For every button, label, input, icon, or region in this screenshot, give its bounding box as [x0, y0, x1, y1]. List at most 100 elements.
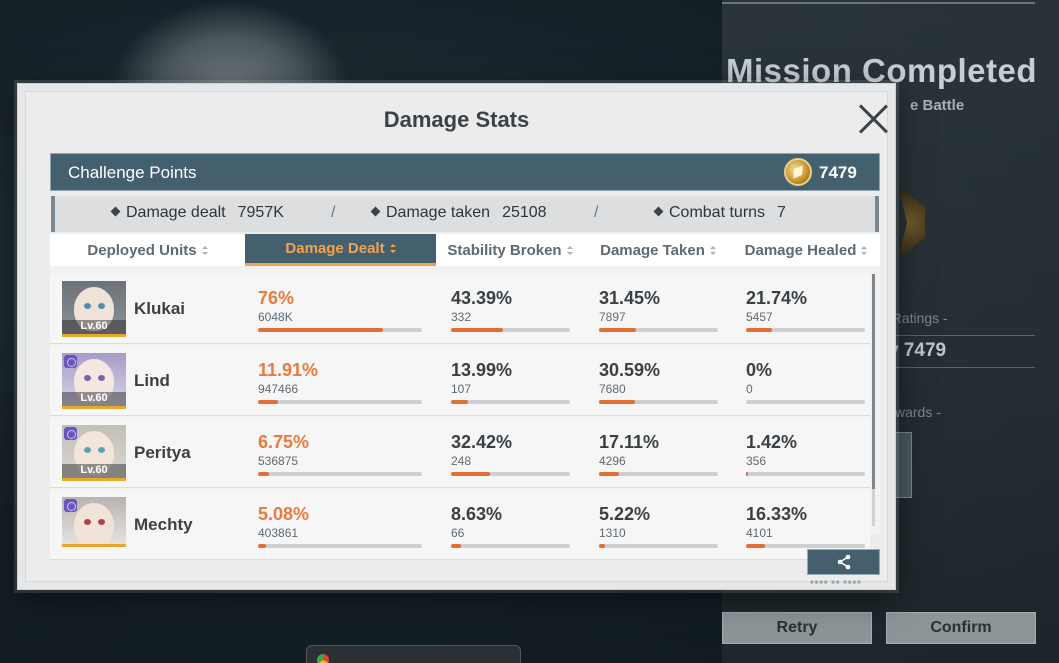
stat-progress-bar: [599, 472, 718, 476]
stat-value: 356: [746, 454, 767, 468]
summary-value: 7: [777, 204, 786, 221]
stat-percent: 6.75%: [258, 432, 310, 452]
close-icon[interactable]: [858, 104, 888, 134]
stat-cell-damage-healed: 0% 0: [746, 360, 865, 404]
stat-progress-fill: [258, 544, 267, 548]
summary-label: Damage taken: [386, 204, 491, 221]
unit-class-icon: [64, 427, 77, 440]
unit-portrait-eye: [98, 303, 105, 309]
browser-logo-icon: [317, 653, 329, 663]
unit-class-icon: [64, 499, 77, 512]
stat-progress-fill: [258, 328, 383, 332]
summary-label: Combat turns: [669, 204, 766, 221]
column-header-stability-broken[interactable]: Stability Broken: [436, 234, 584, 266]
stat-value: 403861: [258, 526, 299, 540]
sort-icon: [566, 245, 573, 255]
battle-summary: Damage dealt 7957K / Damage taken 25108 / …: [51, 196, 879, 232]
stat-progress-fill: [746, 328, 772, 332]
stat-progress-fill: [746, 544, 766, 548]
stat-cell-damage-taken: 5.22% 1310: [599, 504, 718, 548]
stat-percent: 21.74%: [746, 288, 808, 308]
mission-completed-title: Mission Completed: [726, 52, 1038, 89]
column-header-damage-dealt[interactable]: Damage Dealt: [245, 234, 436, 266]
stat-cell-damage-dealt: 6.75% 536875: [258, 432, 422, 476]
stat-value: 947466: [258, 382, 299, 396]
diamond-icon: [653, 206, 664, 217]
scrollbar-thumb[interactable]: [872, 274, 875, 489]
stat-percent: 5.08%: [258, 504, 310, 524]
reward-item[interactable]: [895, 432, 912, 498]
stat-value: 6048K: [258, 310, 293, 324]
unit-portrait-eye: [98, 375, 105, 381]
stat-progress-fill: [746, 472, 748, 476]
summary-value: 25108: [502, 204, 547, 221]
stat-value: 0: [746, 382, 753, 396]
challenge-points-bar: Challenge Points 7479: [50, 153, 880, 191]
unit-level: Lv.60: [62, 464, 126, 478]
stat-value: 4296: [599, 454, 626, 468]
stat-value: 332: [451, 310, 472, 324]
retry-button[interactable]: Retry: [722, 612, 872, 644]
damage-stats-modal: Damage Stats Challenge Points 7479 Damag…: [17, 83, 896, 590]
browser-tab[interactable]: [306, 645, 521, 663]
confirm-button[interactable]: Confirm: [886, 612, 1036, 644]
table-row[interactable]: Lv.60 Lind 11.91% 947466 13.99% 107 30.59% 768…: [50, 346, 870, 416]
stat-progress-bar: [258, 472, 422, 476]
stat-value: 7680: [599, 382, 626, 396]
unit-name: Mechty: [134, 515, 193, 534]
stat-cell-stability-broken: 8.63% 66: [451, 504, 570, 548]
unit-avatar[interactable]: Lv.60: [62, 353, 126, 409]
stat-progress-bar: [258, 544, 422, 548]
modal-title: Damage Stats: [383, 107, 530, 132]
column-header-deployed-units[interactable]: Deployed Units: [50, 234, 245, 266]
stat-progress-bar: [746, 544, 865, 548]
unit-avatar[interactable]: [62, 497, 126, 547]
sort-icon: [861, 245, 868, 255]
stat-progress-fill: [451, 400, 468, 404]
stat-value: 5457: [746, 310, 773, 324]
stat-percent: 31.45%: [599, 288, 661, 308]
table-scrollbar[interactable]: [872, 274, 875, 526]
summary-separator: /: [331, 204, 336, 221]
column-header-damage-healed[interactable]: Damage Healed: [732, 234, 880, 266]
stat-percent: 5.22%: [599, 504, 651, 524]
stat-percent: 30.59%: [599, 360, 661, 380]
battle-subtitle: e Battle: [910, 97, 965, 114]
stat-progress-bar: [258, 328, 422, 332]
stat-percent: 13.99%: [451, 360, 513, 380]
summary-value: 7957K: [237, 204, 284, 221]
stat-cell-damage-healed: 21.74% 5457: [746, 288, 865, 332]
diamond-icon: [110, 206, 121, 217]
stat-progress-bar: [599, 400, 718, 404]
unit-class-icon: [64, 355, 77, 368]
share-button[interactable]: [807, 549, 880, 575]
stat-value: 1310: [599, 526, 626, 540]
summary-label: Damage dealt: [126, 204, 226, 221]
result-panel-divider: [722, 2, 1035, 4]
stat-percent: 32.42%: [451, 432, 513, 452]
unit-avatar[interactable]: Lv.60: [62, 281, 126, 337]
table-row[interactable]: Lv.60 Perityа 6.75% 536875 32.42% 248 17.11% 4…: [50, 418, 870, 488]
unit-level: Lv.60: [62, 320, 126, 334]
rewards-label: wards -: [895, 404, 941, 420]
stat-percent: 0%: [746, 360, 773, 380]
challenge-points-coin-icon: [784, 158, 812, 186]
damage-stats-table: Deployed Units Damage Dealt Stability Br…: [50, 234, 880, 560]
table-row[interactable]: Lv.60 Klukai 76% 6048K 43.39% 332 31.45% 7897 2…: [50, 274, 870, 344]
unit-level: Lv.60: [62, 392, 126, 406]
stat-value: 248: [451, 454, 472, 468]
diamond-icon: [370, 206, 381, 217]
sort-icon: [709, 245, 716, 255]
unit-portrait-eye: [84, 519, 91, 525]
modal-body: Damage Stats Challenge Points 7479 Damag…: [25, 91, 888, 586]
unit-avatar[interactable]: Lv.60: [62, 425, 126, 481]
sort-icon: [201, 245, 208, 255]
column-header-damage-taken[interactable]: Damage Taken: [584, 234, 732, 266]
stat-progress-bar: [746, 400, 865, 404]
stat-cell-damage-taken: 30.59% 7680: [599, 360, 718, 404]
stat-progress-bar: [451, 472, 570, 476]
stat-progress-bar: [451, 400, 570, 404]
divider: [870, 335, 1035, 336]
table-row[interactable]: Mechty 5.08% 403861 8.63% 66 5.22% 1310 16.33% 4…: [50, 490, 870, 560]
unit-portrait-eye: [84, 447, 91, 453]
